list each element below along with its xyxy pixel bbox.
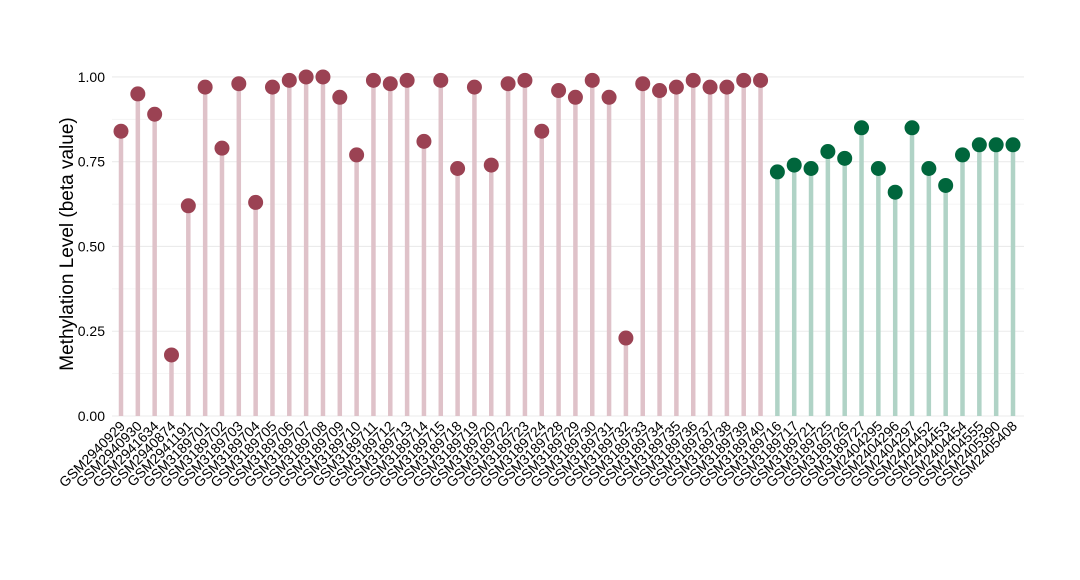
lollipop-point bbox=[803, 160, 819, 176]
lollipop-point bbox=[601, 89, 617, 105]
lollipop-point bbox=[786, 157, 802, 173]
lollipop-point bbox=[113, 123, 129, 139]
lollipop-point bbox=[298, 69, 314, 85]
lollipop-point bbox=[517, 72, 533, 88]
lollipop-points bbox=[113, 69, 1021, 363]
lollipop-point bbox=[466, 79, 482, 95]
y-tick-label: 0.75 bbox=[78, 154, 105, 170]
y-axis-ticks: 0.00 0.25 0.50 0.75 1.00 bbox=[78, 69, 105, 424]
lollipop-point bbox=[214, 140, 230, 156]
lollipop-point bbox=[180, 198, 196, 214]
grid-lines bbox=[112, 76, 1024, 417]
lollipop-point bbox=[315, 69, 331, 85]
y-tick-label: 1.00 bbox=[78, 69, 105, 85]
lollipop-point bbox=[399, 72, 415, 88]
lollipop-point bbox=[702, 79, 718, 95]
lollipop-point bbox=[652, 83, 668, 99]
lollipop-point bbox=[130, 86, 146, 102]
lollipop-point bbox=[349, 147, 365, 163]
lollipop-point bbox=[197, 79, 213, 95]
lollipop-point bbox=[551, 83, 567, 99]
lollipop-stems bbox=[118, 76, 1016, 416]
lollipop-point bbox=[769, 164, 785, 180]
lollipop-point bbox=[753, 72, 769, 88]
lollipop-point bbox=[1005, 137, 1021, 153]
lollipop-point bbox=[416, 133, 432, 149]
lollipop-point bbox=[988, 137, 1004, 153]
lollipop-point bbox=[938, 177, 954, 193]
lollipop-point bbox=[854, 120, 870, 136]
lollipop-point bbox=[618, 330, 634, 346]
lollipop-point bbox=[483, 157, 499, 173]
lollipop-point bbox=[534, 123, 550, 139]
lollipop-point bbox=[231, 76, 247, 92]
y-tick-label: 0.50 bbox=[78, 238, 105, 254]
lollipop-point bbox=[584, 72, 600, 88]
lollipop-point bbox=[163, 347, 179, 363]
lollipop-point bbox=[887, 184, 903, 200]
y-tick-label: 0.25 bbox=[78, 323, 105, 339]
lollipop-point bbox=[971, 137, 987, 153]
lollipop-point bbox=[719, 79, 735, 95]
lollipop-point bbox=[820, 144, 836, 160]
lollipop-point bbox=[450, 160, 466, 176]
lollipop-point bbox=[264, 79, 280, 95]
lollipop-point bbox=[500, 76, 516, 92]
lollipop-point bbox=[365, 72, 381, 88]
lollipop-point bbox=[736, 72, 752, 88]
lollipop-point bbox=[921, 160, 937, 176]
lollipop-point bbox=[281, 72, 297, 88]
y-axis-title: Methylation Level (beta value) bbox=[57, 117, 78, 370]
lollipop-point bbox=[870, 160, 886, 176]
lollipop-point bbox=[668, 79, 684, 95]
lollipop-point bbox=[904, 120, 920, 136]
lollipop-point bbox=[433, 72, 449, 88]
lollipop-point bbox=[147, 106, 163, 122]
x-axis-ticks: GSM2940929GSM2940930GSM2941634GSM2940874… bbox=[56, 418, 1021, 491]
lollipop-point bbox=[248, 194, 264, 210]
lollipop-point bbox=[635, 76, 651, 92]
lollipop-point bbox=[567, 89, 583, 105]
y-tick-label: 0.00 bbox=[78, 408, 105, 424]
lollipop-point bbox=[332, 89, 348, 105]
lollipop-point bbox=[382, 76, 398, 92]
lollipop-point bbox=[685, 72, 701, 88]
lollipop-point bbox=[955, 147, 971, 163]
lollipop-point bbox=[837, 150, 853, 166]
